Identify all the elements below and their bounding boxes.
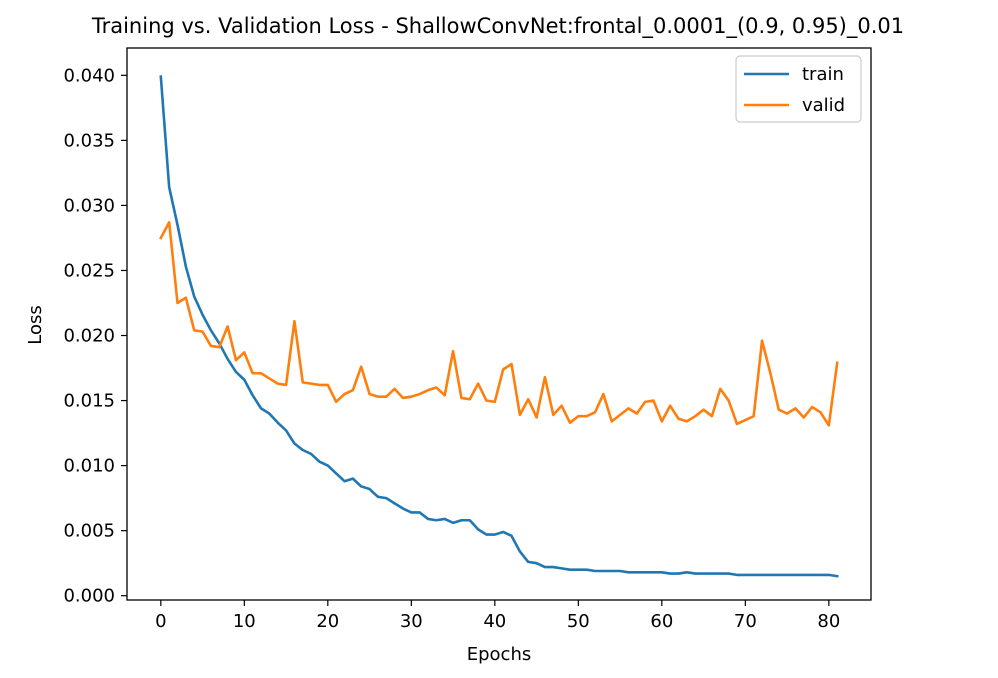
x-tick-label: 70 bbox=[734, 611, 757, 632]
legend-label-valid: valid bbox=[802, 95, 845, 116]
x-tick-label: 40 bbox=[483, 611, 506, 632]
plot-frame bbox=[126, 47, 872, 601]
x-tick-label: 60 bbox=[650, 611, 673, 632]
plot-area bbox=[126, 47, 872, 601]
y-tick-label: 0.000 bbox=[63, 586, 115, 607]
x-tick-label: 0 bbox=[155, 611, 166, 632]
y-axis-label: Loss bbox=[25, 305, 46, 344]
y-tick-label: 0.005 bbox=[63, 521, 115, 542]
x-tick-label: 20 bbox=[316, 611, 339, 632]
x-axis-label: Epochs bbox=[467, 644, 532, 665]
y-tick-label: 0.030 bbox=[63, 195, 115, 216]
y-tick-label: 0.035 bbox=[63, 130, 115, 151]
y-tick-label: 0.020 bbox=[63, 326, 115, 347]
y-axis: 0.000 0.005 0.010 0.015 0.020 0.025 0.030 0.035… bbox=[63, 65, 127, 607]
x-tick-label: 30 bbox=[400, 611, 423, 632]
y-tick-label: 0.015 bbox=[63, 391, 115, 412]
y-tick-label: 0.010 bbox=[63, 456, 115, 477]
series-lines bbox=[159, 75, 839, 578]
x-tick-label: 10 bbox=[233, 611, 256, 632]
legend: train valid bbox=[735, 55, 862, 123]
x-axis: 0 10 20 30 40 50 60 70 80 bbox=[155, 600, 840, 632]
series-line-train bbox=[159, 75, 839, 578]
x-tick-label: 50 bbox=[567, 611, 590, 632]
series-line-valid bbox=[159, 221, 839, 427]
y-tick-label: 0.025 bbox=[63, 260, 115, 281]
x-tick-label: 80 bbox=[817, 611, 840, 632]
y-tick-label: 0.040 bbox=[63, 65, 115, 86]
legend-label-train: train bbox=[802, 64, 844, 85]
chart-title: Training vs. Validation Loss - ShallowCo… bbox=[91, 14, 904, 39]
